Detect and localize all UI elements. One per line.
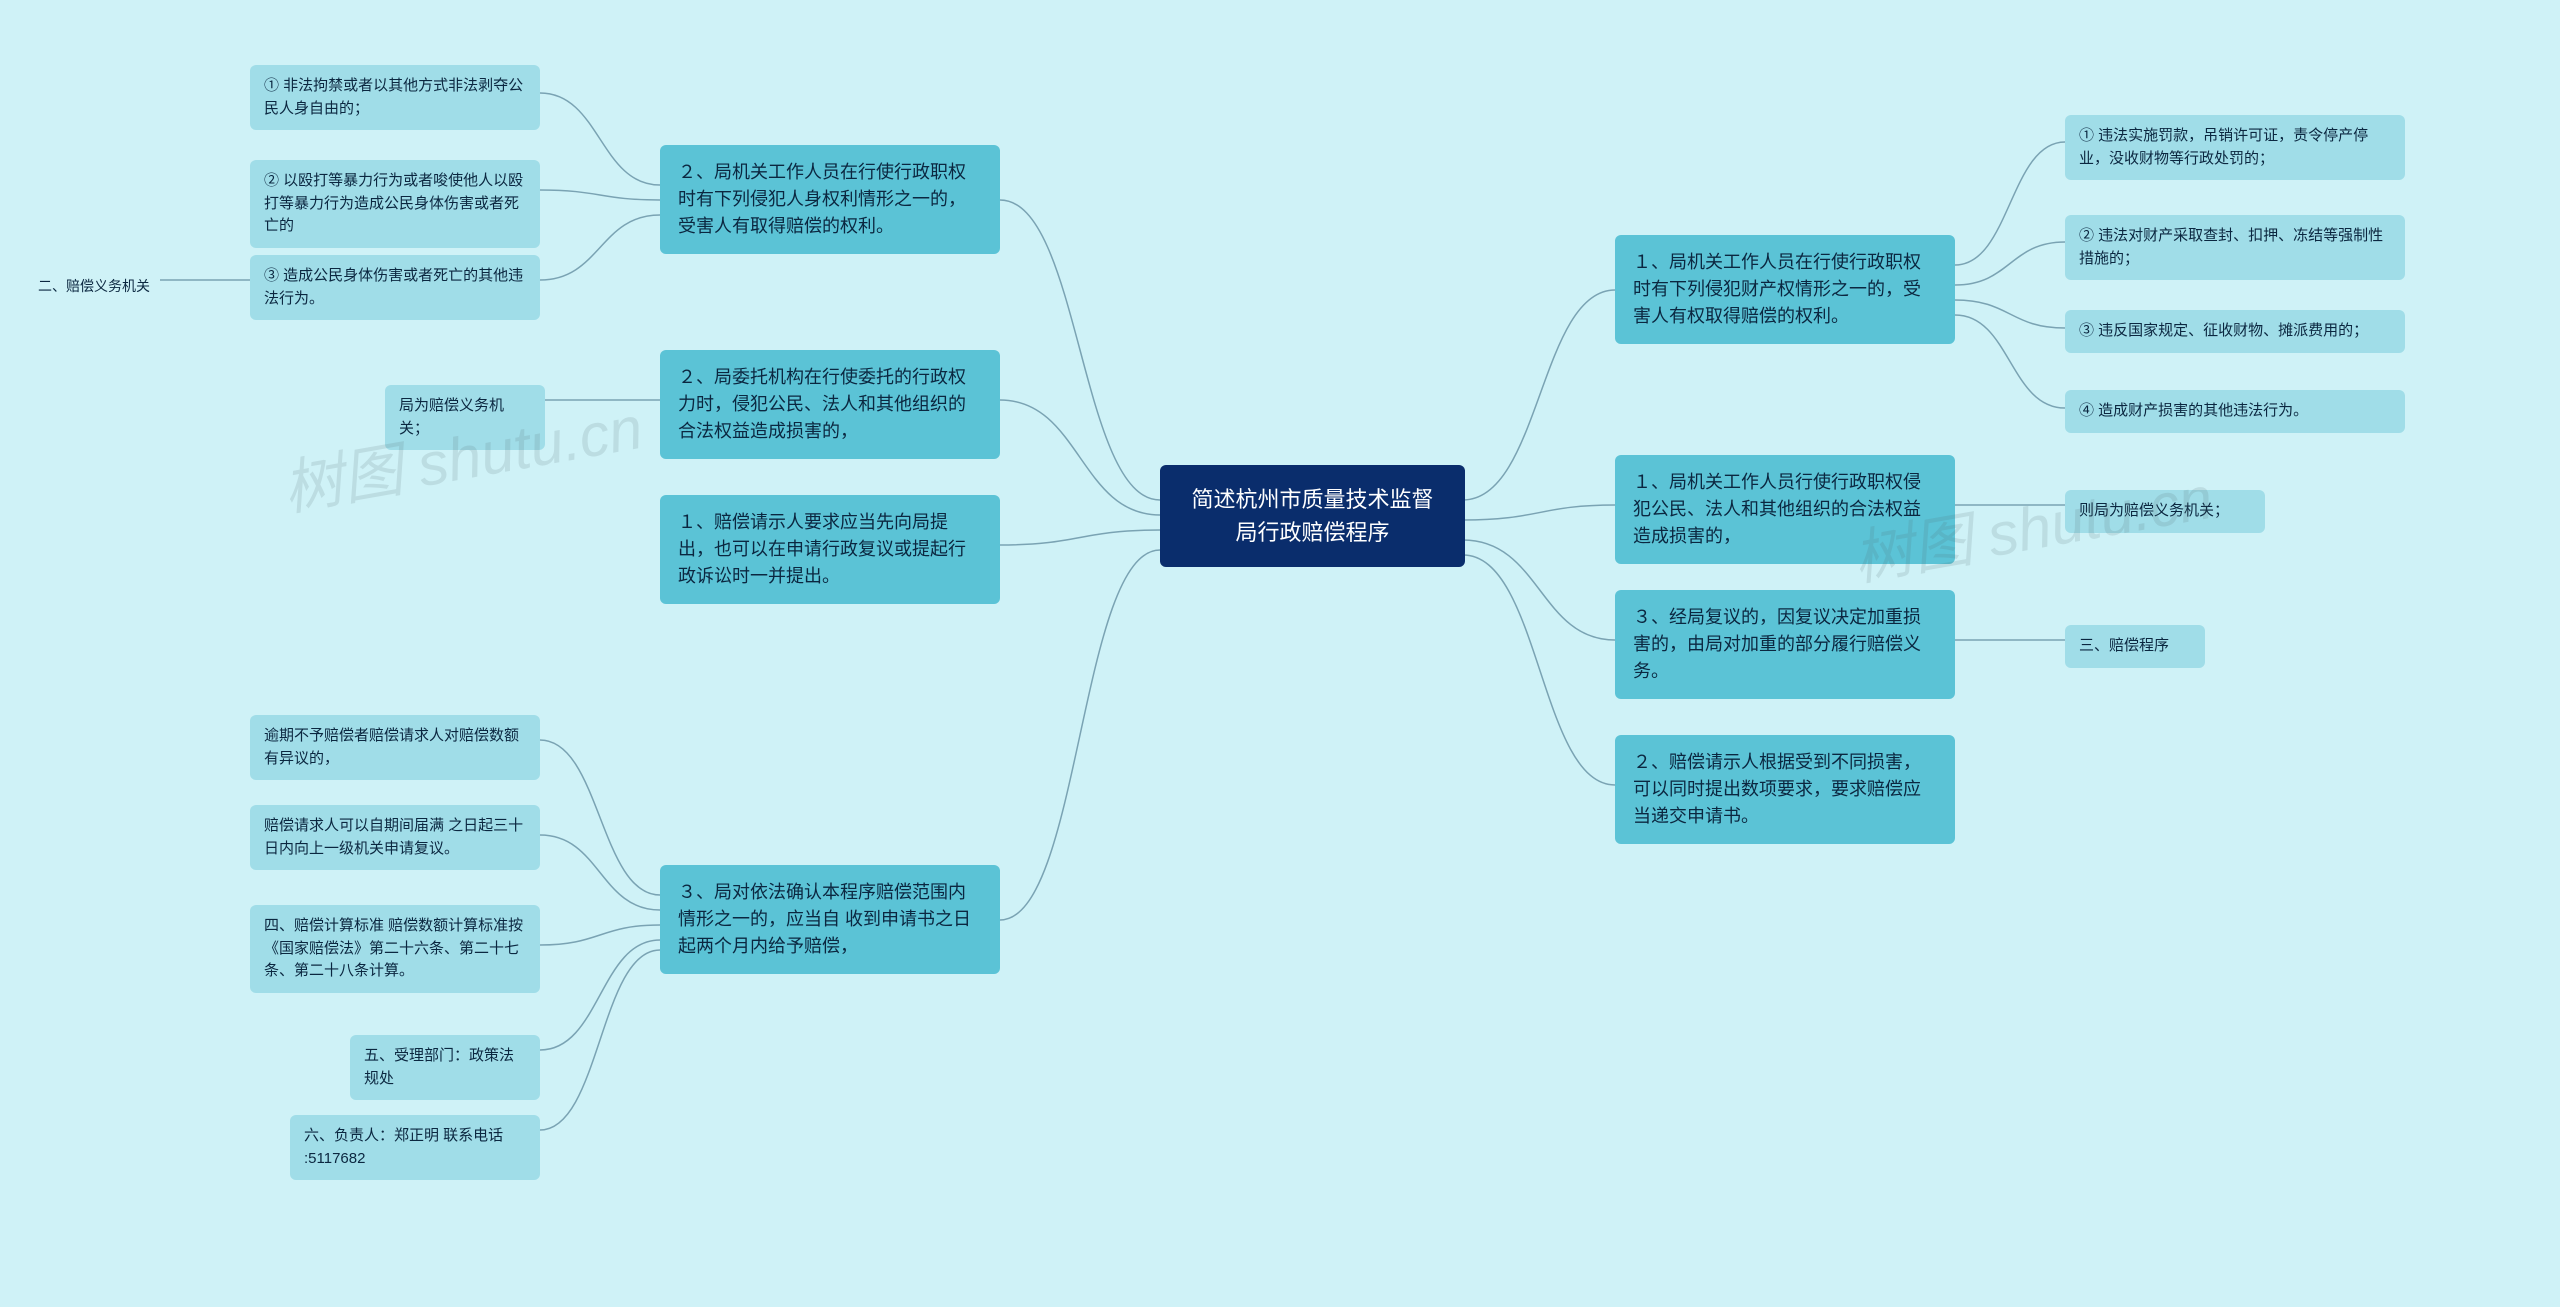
right-b2: １、局机关工作人员行使行政职权侵犯公民、法人和其他组织的合法权益造成损害的， (1615, 455, 1955, 564)
left-b4-c5-text: 六、负责人：郑正明 联系电话 :5117682 (304, 1127, 503, 1167)
left-b1-c3: ③ 造成公民身体伤害或者死亡的其他违法行为。 (250, 255, 540, 320)
left-b1-c1-text: ① 非法拘禁或者以其他方式非法剥夺公民人身自由的； (264, 77, 523, 117)
left-b3-text: １、赔偿请示人要求应当先向局提出，也可以在申请行政复议或提起行政诉讼时一并提出。 (678, 512, 966, 586)
left-b1-c3-sub-text: 二、赔偿义务机关 (38, 278, 150, 294)
left-b2-c1-text: 局为赔偿义务机关； (399, 397, 504, 437)
left-b2-text: ２、局委托机构在行使委托的行政权力时，侵犯公民、法人和其他组织的合法权益造成损害… (678, 367, 966, 441)
left-b3: １、赔偿请示人要求应当先向局提出，也可以在申请行政复议或提起行政诉讼时一并提出。 (660, 495, 1000, 604)
left-b4-text: ３、局对依法确认本程序赔偿范围内情形之一的，应当自 收到申请书之日起两个月内给予… (678, 882, 971, 956)
left-b4-c2: 赔偿请求人可以自期间届满 之日起三十日内向上一级机关申请复议。 (250, 805, 540, 870)
left-b1-c2-text: ② 以殴打等暴力行为或者唆使他人以殴打等暴力行为造成公民身体伤害或者死亡的 (264, 172, 523, 234)
right-b4-text: ２、赔偿请示人根据受到不同损害，可以同时提出数项要求，要求赔偿应当递交申请书。 (1633, 752, 1921, 826)
right-b3-c1: 三、赔偿程序 (2065, 625, 2205, 668)
left-b1-c1: ① 非法拘禁或者以其他方式非法剥夺公民人身自由的； (250, 65, 540, 130)
right-b1-text: １、局机关工作人员在行使行政职权时有下列侵犯财产权情形之一的，受害人有权取得赔偿… (1633, 252, 1921, 326)
right-b1-c4-text: ④ 造成财产损害的其他违法行为。 (2079, 402, 2308, 419)
right-b3-c1-text: 三、赔偿程序 (2079, 637, 2169, 654)
left-b4: ３、局对依法确认本程序赔偿范围内情形之一的，应当自 收到申请书之日起两个月内给予… (660, 865, 1000, 974)
right-b3-text: ３、经局复议的，因复议决定加重损害的，由局对加重的部分履行赔偿义务。 (1633, 607, 1921, 681)
right-b2-c1-text: 则局为赔偿义务机关； (2079, 502, 2229, 519)
left-b4-c1-text: 逾期不予赔偿者赔偿请求人对赔偿数额有异议的， (264, 727, 519, 767)
left-b2-c1: 局为赔偿义务机关； (385, 385, 545, 450)
left-b1-c3-sub: 二、赔偿义务机关 (30, 270, 160, 303)
right-b1-c2-text: ② 违法对财产采取查封、扣押、冻结等强制性措施的； (2079, 227, 2383, 267)
right-b2-text: １、局机关工作人员行使行政职权侵犯公民、法人和其他组织的合法权益造成损害的， (1633, 472, 1921, 546)
right-b1-c3: ③ 违反国家规定、征收财物、摊派费用的； (2065, 310, 2405, 353)
right-b1-c3-text: ③ 违反国家规定、征收财物、摊派费用的； (2079, 322, 2368, 339)
root-node: 简述杭州市质量技术监督 局行政赔偿程序 (1160, 465, 1465, 567)
left-b1-c3-text: ③ 造成公民身体伤害或者死亡的其他违法行为。 (264, 267, 523, 307)
right-b2-c1: 则局为赔偿义务机关； (2065, 490, 2265, 533)
root-line2: 局行政赔偿程序 (1235, 520, 1389, 545)
right-b1-c4: ④ 造成财产损害的其他违法行为。 (2065, 390, 2405, 433)
right-b1-c2: ② 违法对财产采取查封、扣押、冻结等强制性措施的； (2065, 215, 2405, 280)
right-b4: ２、赔偿请示人根据受到不同损害，可以同时提出数项要求，要求赔偿应当递交申请书。 (1615, 735, 1955, 844)
left-b4-c4-text: 五、受理部门：政策法规处 (364, 1047, 514, 1087)
right-b1: １、局机关工作人员在行使行政职权时有下列侵犯财产权情形之一的，受害人有权取得赔偿… (1615, 235, 1955, 344)
left-b4-c4: 五、受理部门：政策法规处 (350, 1035, 540, 1100)
left-b4-c2-text: 赔偿请求人可以自期间届满 之日起三十日内向上一级机关申请复议。 (264, 817, 523, 857)
left-b4-c3: 四、赔偿计算标准 赔偿数额计算标准按《国家赔偿法》第二十六条、第二十七条、第二十… (250, 905, 540, 993)
left-b4-c3-text: 四、赔偿计算标准 赔偿数额计算标准按《国家赔偿法》第二十六条、第二十七条、第二十… (264, 917, 523, 979)
left-b4-c5: 六、负责人：郑正明 联系电话 :5117682 (290, 1115, 540, 1180)
right-b3: ３、经局复议的，因复议决定加重损害的，由局对加重的部分履行赔偿义务。 (1615, 590, 1955, 699)
root-line1: 简述杭州市质量技术监督 (1191, 487, 1433, 512)
right-b1-c1-text: ① 违法实施罚款，吊销许可证，责令停产停业，没收财物等行政处罚的； (2079, 127, 2368, 167)
left-b1: ２、局机关工作人员在行使行政职权时有下列侵犯人身权利情形之一的，受害人有取得赔偿… (660, 145, 1000, 254)
left-b4-c1: 逾期不予赔偿者赔偿请求人对赔偿数额有异议的， (250, 715, 540, 780)
left-b1-text: ２、局机关工作人员在行使行政职权时有下列侵犯人身权利情形之一的，受害人有取得赔偿… (678, 162, 966, 236)
right-b1-c1: ① 违法实施罚款，吊销许可证，责令停产停业，没收财物等行政处罚的； (2065, 115, 2405, 180)
left-b2: ２、局委托机构在行使委托的行政权力时，侵犯公民、法人和其他组织的合法权益造成损害… (660, 350, 1000, 459)
left-b1-c2: ② 以殴打等暴力行为或者唆使他人以殴打等暴力行为造成公民身体伤害或者死亡的 (250, 160, 540, 248)
